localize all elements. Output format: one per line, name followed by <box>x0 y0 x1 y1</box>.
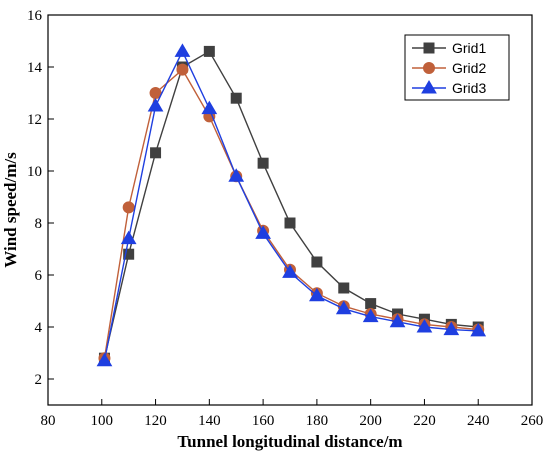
data-point-grid1 <box>203 45 215 57</box>
data-point-grid3 <box>282 264 298 278</box>
x-tick-label: 220 <box>413 413 436 429</box>
x-tick-label: 80 <box>41 413 56 429</box>
y-tick-label: 4 <box>35 320 43 336</box>
tick-marks <box>47 14 533 405</box>
x-tick-label: 100 <box>91 413 114 429</box>
data-point-grid1 <box>150 147 162 159</box>
data-point-grid3 <box>201 100 218 115</box>
y-tick-label: 16 <box>27 8 43 24</box>
x-tick-labels: 80 100 120 140 160 180 200 220 240 260 <box>41 413 544 429</box>
x-tick-label: 120 <box>144 413 167 429</box>
data-point-grid3 <box>174 43 191 57</box>
data-point-grid3 <box>96 352 113 367</box>
x-axis-title: Tunnel longitudinal distance/m <box>177 432 402 451</box>
legend-label-grid3: Grid3 <box>452 80 486 96</box>
data-point-grid3 <box>470 322 487 337</box>
x-tick-label: 140 <box>198 413 221 429</box>
legend-marker-grid1 <box>423 42 435 54</box>
data-point-grid2 <box>122 201 135 214</box>
data-series <box>96 43 487 367</box>
y-tick-label: 2 <box>35 372 43 388</box>
legend-item-grid2: Grid2 <box>412 60 486 76</box>
x-tick-label: 160 <box>252 413 275 429</box>
data-point-grid3 <box>416 319 433 333</box>
data-point-grid1 <box>365 298 377 310</box>
data-point-grid3 <box>255 225 271 239</box>
data-point-grid3 <box>389 313 406 328</box>
y-tick-label: 14 <box>27 60 43 76</box>
y-tick-label: 8 <box>35 216 43 232</box>
data-point-grid3 <box>147 98 164 112</box>
data-point-grid3 <box>228 168 245 182</box>
data-point-grid1 <box>230 92 242 104</box>
legend-label-grid2: Grid2 <box>452 60 486 76</box>
data-point-grid1 <box>311 256 323 268</box>
y-tick-labels: 2 4 6 8 10 12 14 16 <box>27 8 43 388</box>
y-tick-label: 10 <box>27 164 42 180</box>
y-tick-label: 6 <box>35 268 43 284</box>
data-point-grid1 <box>123 248 135 260</box>
legend-marker-grid2 <box>423 62 435 74</box>
series-grid3 <box>96 43 487 367</box>
data-point-grid3 <box>120 230 137 245</box>
legend-label-grid1: Grid1 <box>452 40 486 56</box>
data-point-grid3 <box>335 300 352 315</box>
y-axis-title: Wind speed/m/s <box>1 152 20 268</box>
x-tick-label: 180 <box>306 413 329 429</box>
legend: Grid1 Grid2 Grid3 <box>404 34 510 101</box>
plot-frame <box>47 14 533 406</box>
legend-item-grid3: Grid3 <box>412 80 486 96</box>
data-point-grid1 <box>338 282 350 294</box>
x-tick-label: 240 <box>467 413 490 429</box>
data-point-grid3 <box>309 287 325 302</box>
data-point-grid2 <box>176 63 189 76</box>
legend-marker-grid3 <box>421 80 437 94</box>
data-point-grid3 <box>362 308 379 323</box>
x-tick-label: 260 <box>521 413 544 429</box>
data-point-grid1 <box>257 157 269 169</box>
y-tick-label: 12 <box>27 112 42 128</box>
x-tick-label: 200 <box>359 413 382 429</box>
data-point-grid1 <box>284 217 296 229</box>
data-point-grid3 <box>443 321 460 336</box>
legend-item-grid1: Grid1 <box>412 40 486 56</box>
